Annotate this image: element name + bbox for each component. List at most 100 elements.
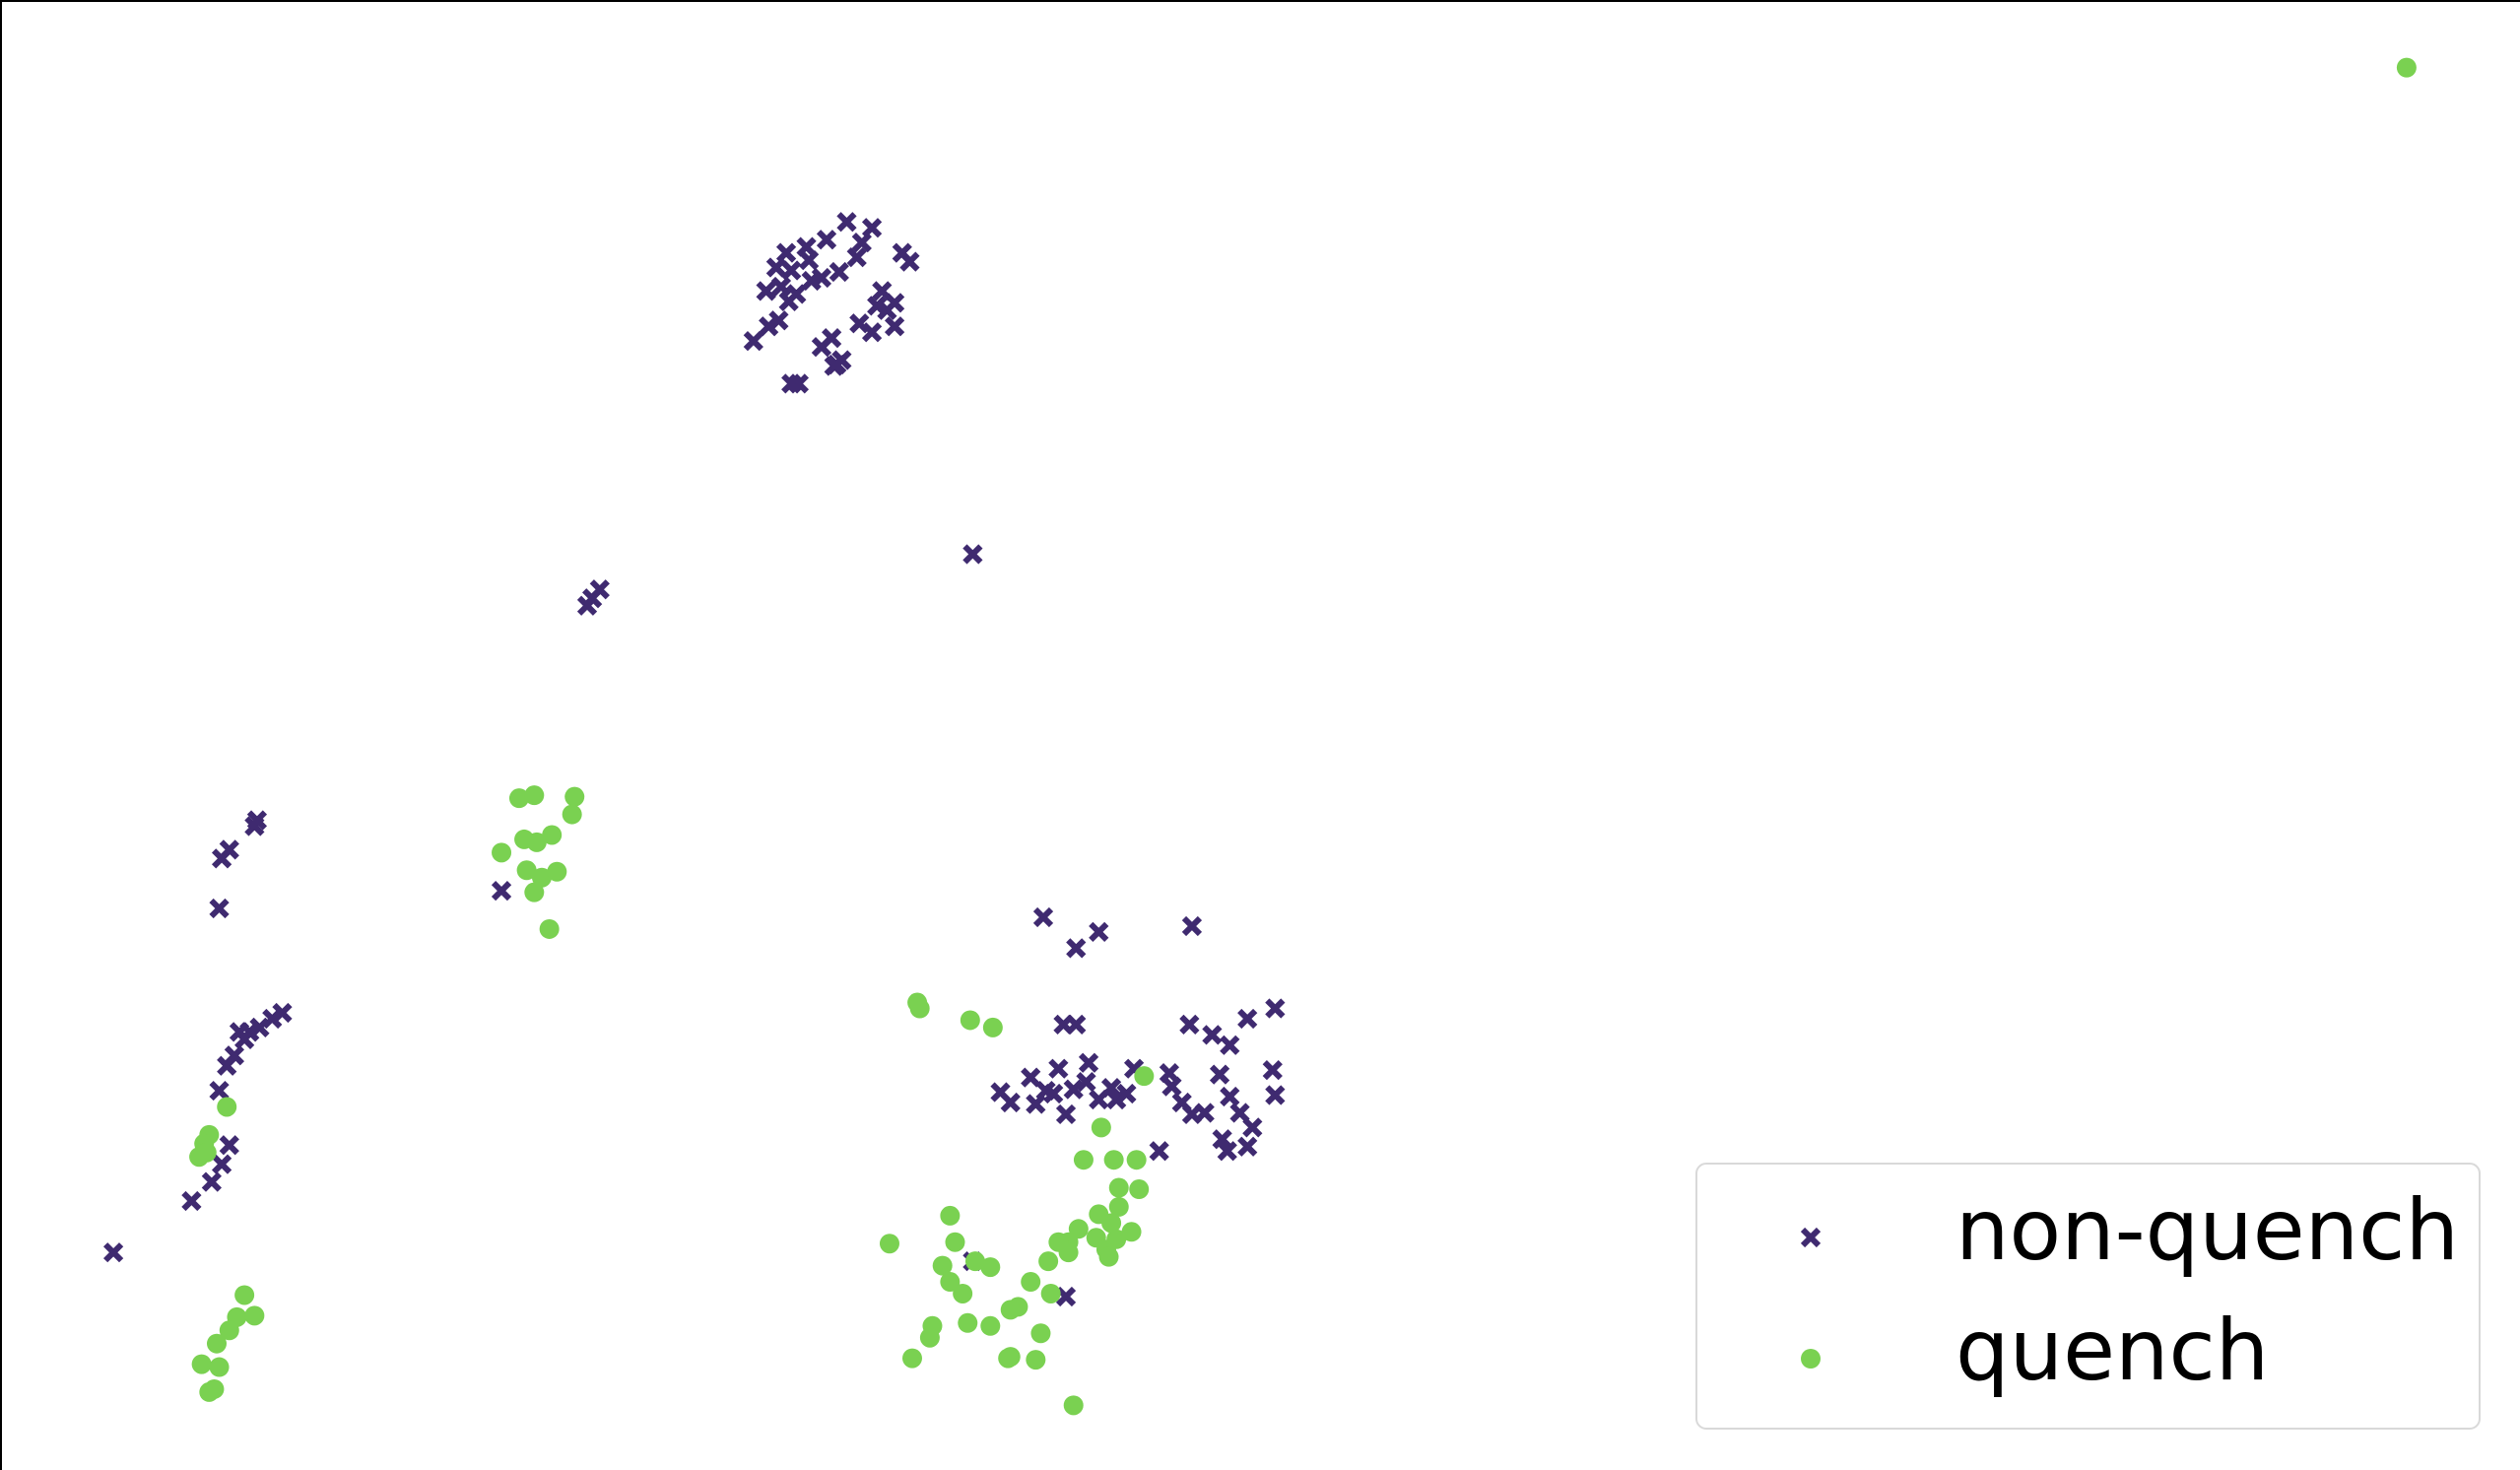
legend-label-quench: quench — [1956, 1302, 2269, 1400]
point-non-quench — [816, 230, 837, 250]
point-non-quench — [781, 373, 802, 394]
point-quench — [524, 785, 545, 806]
series-quench — [189, 57, 2417, 1416]
point-quench — [980, 1257, 1001, 1278]
point-quench — [1000, 1300, 1021, 1320]
point-quench — [219, 1320, 239, 1341]
point-quench — [1108, 1196, 1129, 1217]
point-non-quench — [246, 810, 268, 831]
point-quench — [526, 832, 547, 852]
point-non-quench — [1171, 1092, 1192, 1113]
point-non-quench — [1262, 1060, 1283, 1081]
point-quench — [1106, 1229, 1127, 1249]
point-non-quench — [1179, 1014, 1200, 1036]
point-quench — [2396, 57, 2417, 78]
point-quench — [940, 1205, 961, 1226]
point-quench — [209, 1357, 230, 1377]
point-non-quench — [765, 257, 786, 278]
point-quench — [998, 1348, 1019, 1369]
point-quench — [547, 861, 567, 882]
point-non-quench — [1043, 1083, 1064, 1104]
point-non-quench — [1026, 1094, 1046, 1114]
point-non-quench — [1032, 906, 1054, 928]
point-non-quench — [1000, 1092, 1021, 1113]
point-non-quench — [181, 1190, 202, 1212]
point-non-quench — [229, 1022, 250, 1042]
point-non-quench — [1229, 1102, 1250, 1123]
point-quench — [953, 1283, 973, 1303]
point-non-quench — [1265, 998, 1286, 1019]
point-quench — [1063, 1395, 1084, 1416]
point-quench — [1040, 1283, 1061, 1303]
point-non-quench — [201, 1171, 222, 1192]
legend-frame — [1695, 1163, 2481, 1430]
point-quench — [940, 1272, 961, 1293]
point-non-quench — [1202, 1025, 1223, 1045]
point-non-quench — [768, 310, 789, 331]
point-non-quench — [756, 281, 776, 301]
point-non-quench — [1116, 1083, 1137, 1104]
point-quench — [1021, 1272, 1041, 1293]
point-non-quench — [884, 316, 905, 337]
point-non-quench — [759, 316, 779, 337]
point-non-quench — [781, 260, 802, 281]
point-quench — [1121, 1222, 1142, 1242]
point-quench — [564, 786, 585, 807]
point-non-quench — [262, 1008, 283, 1030]
point-non-quench — [102, 1242, 124, 1263]
point-non-quench — [209, 1080, 230, 1102]
point-non-quench — [1100, 1077, 1122, 1099]
point-non-quench — [1242, 1117, 1263, 1138]
point-non-quench — [846, 246, 867, 268]
point-non-quench — [775, 242, 797, 263]
point-non-quench — [1055, 1103, 1077, 1125]
point-quench — [492, 842, 512, 863]
point-non-quench — [1237, 1136, 1258, 1157]
point-non-quench — [1021, 1067, 1041, 1088]
point-quench — [1103, 1150, 1124, 1170]
point-non-quench — [801, 270, 822, 292]
point-quench — [982, 1017, 1003, 1037]
point-quench — [1101, 1213, 1122, 1234]
point-quench — [531, 867, 552, 888]
point-quench — [524, 882, 545, 902]
point-quench — [234, 1285, 255, 1305]
point-non-quench — [867, 296, 888, 316]
point-quench — [542, 825, 563, 845]
point-non-quench — [1149, 1141, 1169, 1162]
point-non-quench — [861, 322, 883, 343]
point-non-quench — [884, 293, 905, 313]
point-non-quench — [1078, 1052, 1099, 1073]
point-quench — [945, 1232, 965, 1252]
point-quench — [909, 998, 930, 1019]
points-layer — [102, 57, 2417, 1416]
point-quench — [1038, 1251, 1059, 1272]
point-quench — [206, 1333, 227, 1354]
legend-symbol-non-quench — [1800, 1227, 1822, 1248]
point-quench — [879, 1234, 899, 1254]
point-non-quench — [861, 218, 883, 238]
point-quench — [1126, 1150, 1147, 1170]
point-quench — [539, 918, 560, 939]
point-non-quench — [836, 212, 857, 233]
point-non-quench — [1089, 921, 1109, 943]
point-non-quench — [1212, 1129, 1232, 1150]
point-quench — [980, 1315, 1001, 1336]
point-non-quench — [829, 261, 849, 283]
point-non-quench — [786, 284, 807, 304]
point-non-quench — [1048, 1058, 1069, 1079]
point-quench — [1030, 1323, 1051, 1344]
point-quench — [1048, 1232, 1069, 1252]
point-quench — [1091, 1117, 1111, 1138]
point-non-quench — [1194, 1102, 1215, 1123]
point-non-quench — [1055, 1286, 1077, 1307]
point-non-quench — [491, 881, 512, 902]
point-quench — [196, 1142, 217, 1163]
point-non-quench — [1237, 1008, 1258, 1030]
point-non-quench — [582, 588, 603, 609]
point-non-quench — [1076, 1071, 1096, 1093]
point-non-quench — [209, 898, 230, 919]
legend-marker-quench — [1801, 1349, 1821, 1369]
